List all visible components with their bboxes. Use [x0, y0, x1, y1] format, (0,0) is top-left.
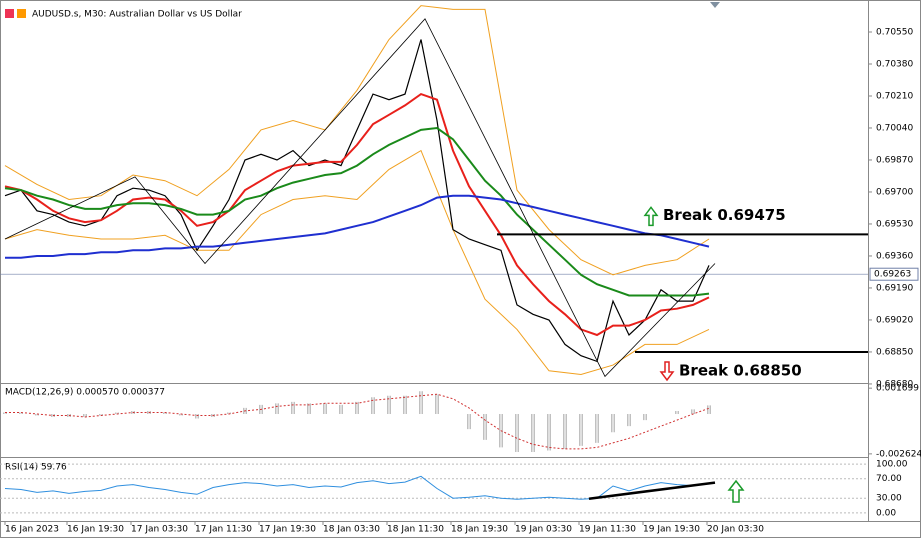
y-tick-label: -0.002624 [876, 449, 921, 459]
y-tick-label: 0.69530 [876, 219, 913, 229]
current-price-box [869, 267, 919, 281]
x-tick-label: 19 Jan 19:30 [643, 525, 700, 535]
y-tick-label: 0.69700 [876, 187, 913, 197]
scroll-marker [710, 2, 720, 8]
arrow [727, 479, 745, 503]
break-label: Break 0.69475 [663, 206, 786, 224]
y-tick-label: 0.001699 [876, 384, 919, 394]
x-tick-label: 18 Jan 11:30 [387, 525, 444, 535]
x-tick-label: 19 Jan 03:30 [515, 525, 572, 535]
band-lower [4, 149, 710, 376]
y-tick-label: 0.00 [876, 508, 896, 518]
y-tick-label: 0.69870 [876, 155, 913, 165]
y-tick-label: 0.70550 [876, 27, 913, 37]
icon [17, 9, 26, 18]
x-tick-label: 17 Jan 03:30 [131, 525, 188, 535]
current-price-label: 0.69263 [874, 270, 911, 280]
y-tick-label: 70.00 [876, 474, 902, 484]
x-tick-label: 19 Jan 11:30 [579, 525, 636, 535]
price-line [4, 39, 710, 363]
macd-signal [5, 393, 710, 450]
x-tick-label: 18 Jan 03:30 [323, 525, 380, 535]
zigzag [4, 18, 716, 378]
y-tick-label: 0.69360 [876, 251, 913, 261]
icon [5, 9, 14, 18]
y-tick-label: 0.68680 [876, 379, 913, 389]
x-tick-label: 16 Jan 19:30 [67, 525, 124, 535]
y-tick-label: 0.70380 [876, 59, 913, 69]
chart-title: AUDUSD.s, M30: Australian Dollar vs US D… [32, 10, 242, 20]
y-tick-label: 0.68850 [876, 347, 913, 357]
y-tick-label: 0.70210 [876, 91, 913, 101]
x-tick-label: 20 Jan 03:30 [707, 525, 764, 535]
moving-average [5, 194, 710, 259]
rsi-trendline [588, 481, 716, 500]
y-tick-label: 0.69020 [876, 315, 913, 325]
y-tick-label: 100.00 [876, 460, 908, 470]
y-tick-label: 0.70040 [876, 123, 913, 133]
band-upper [4, 5, 710, 276]
x-tick-label: 17 Jan 19:30 [259, 525, 316, 535]
x-tick-label: 17 Jan 11:30 [195, 525, 252, 535]
y-tick-label: 0.69190 [876, 283, 913, 293]
x-tick-label: 18 Jan 19:30 [451, 525, 508, 535]
arrow [643, 206, 659, 227]
moving-average [4, 126, 710, 297]
moving-average [4, 92, 710, 337]
arrow [659, 361, 675, 382]
macd-title: MACD(12,26,9) 0.000570 0.000377 [5, 388, 165, 398]
y-tick-label: 30.00 [876, 494, 902, 504]
rsi-title: RSI(14) 59.76 [5, 463, 67, 473]
x-tick-label: 16 Jan 2023 [5, 525, 59, 535]
break-label: Break 0.68850 [679, 361, 802, 379]
